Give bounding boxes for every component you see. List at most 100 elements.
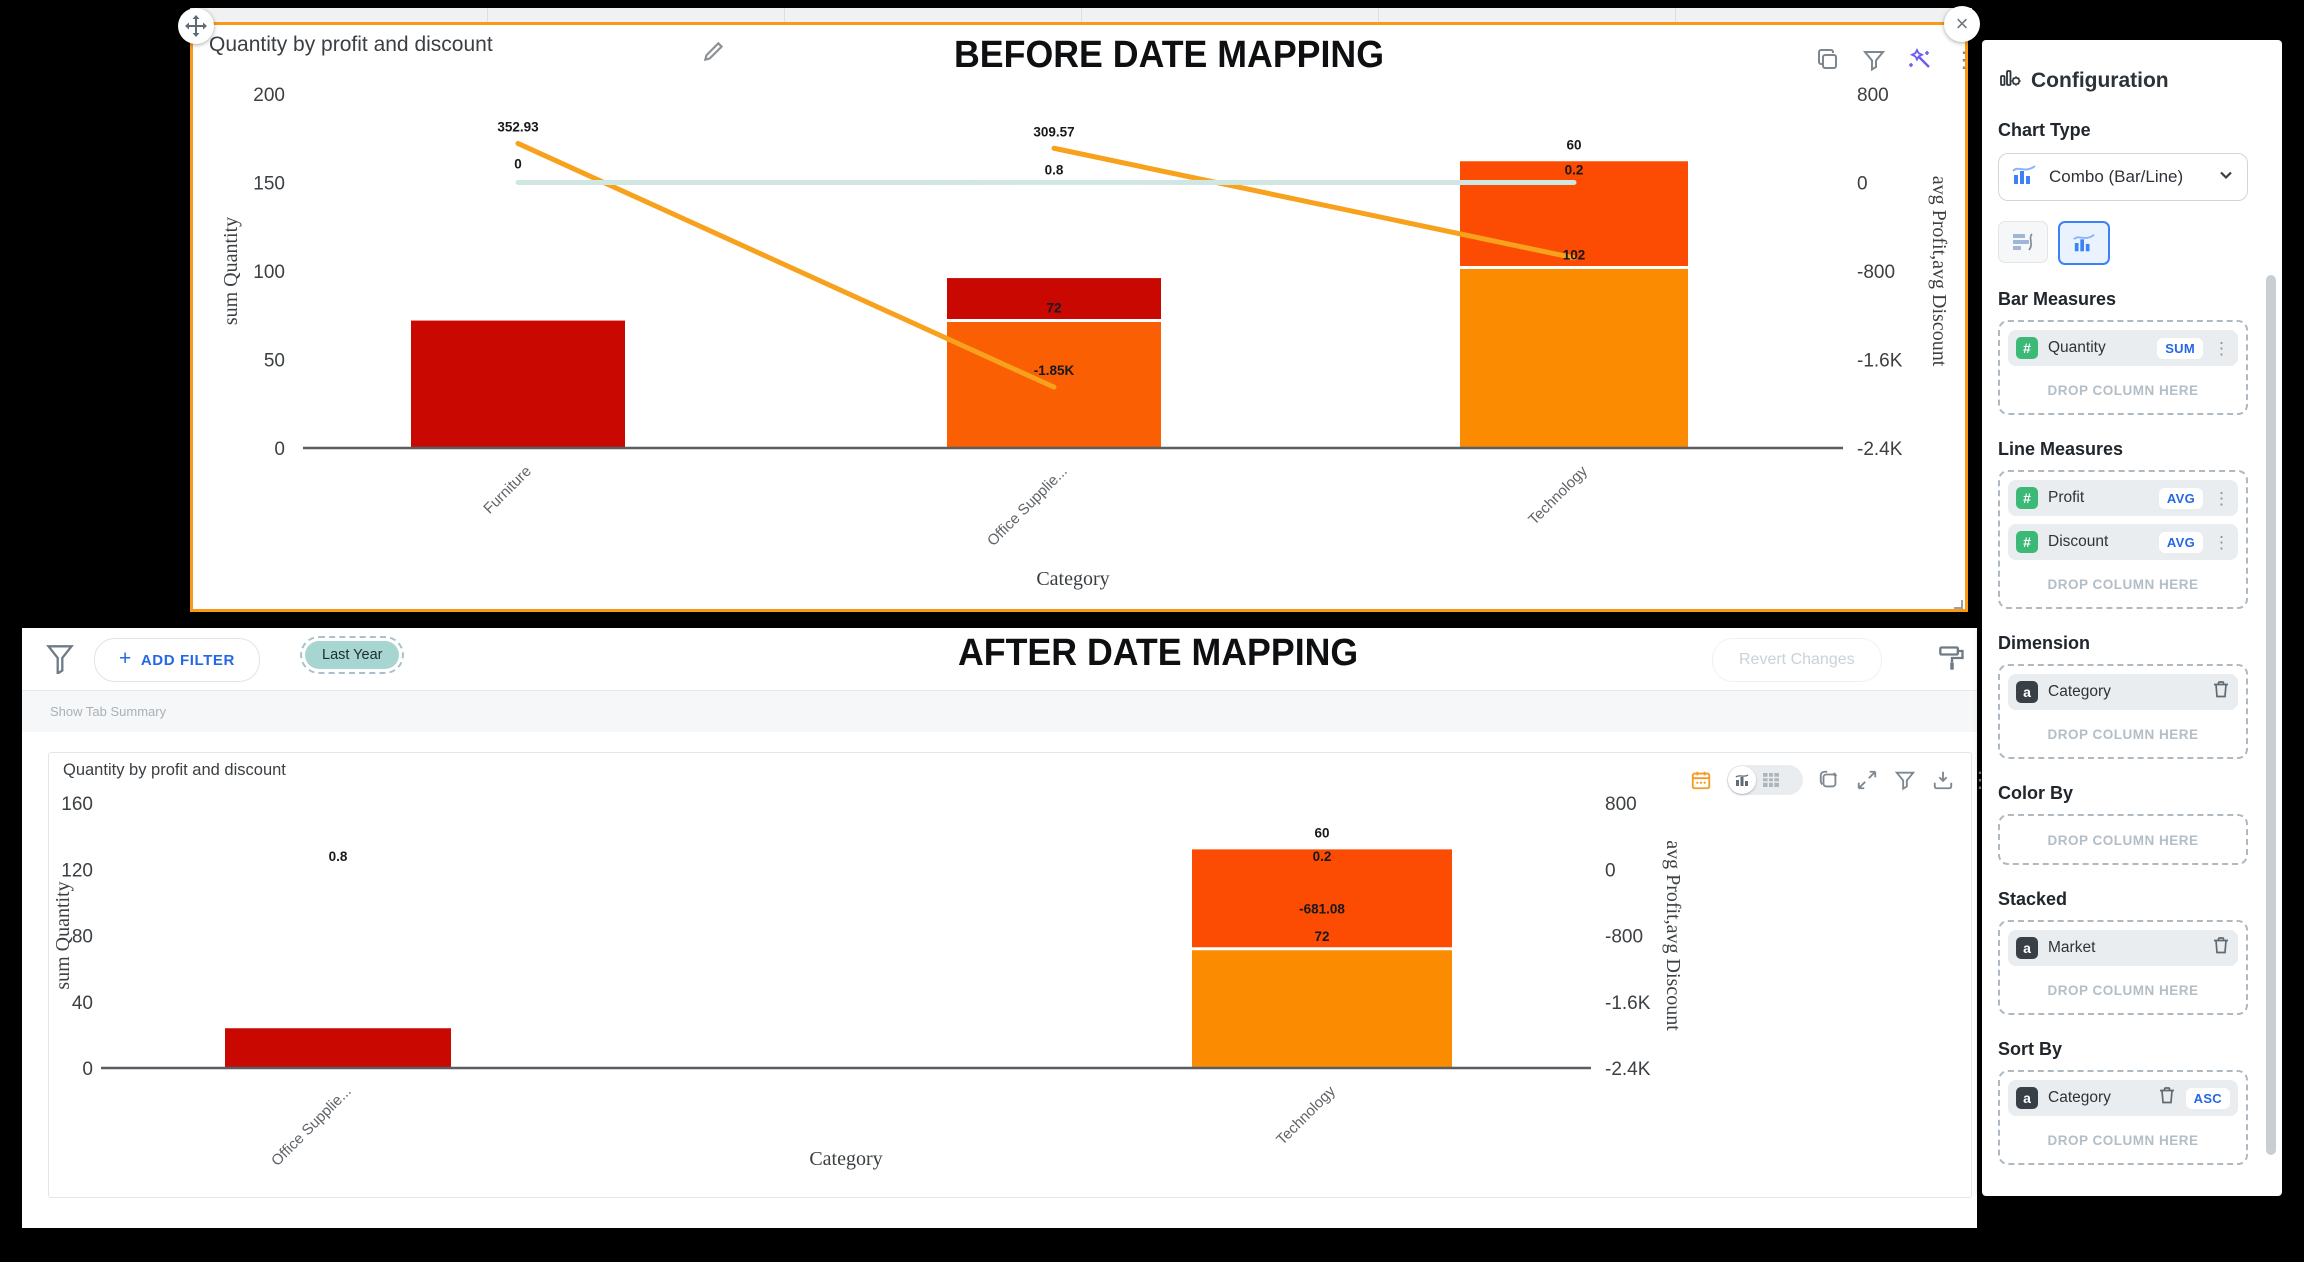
svg-text:800: 800 (1605, 794, 1637, 815)
section-title-stacked: Stacked (1998, 889, 2068, 909)
column-pill-quantity[interactable]: # Quantity SUM ⋮ (2008, 330, 2238, 366)
svg-text:-2.4K: -2.4K (1857, 439, 1903, 460)
svg-text:-800: -800 (1605, 927, 1643, 948)
section-title-line-measures: Line Measures (1998, 439, 2124, 459)
aggregation-badge[interactable]: AVG (2158, 487, 2203, 509)
filter-chip-label: Last Year (305, 641, 400, 669)
before-chart-svg: 200 150 100 50 0 800 0 -800 -1.6K -2.4K 352.93 0 309… (220, 85, 1950, 590)
duplicate-icon[interactable] (1817, 768, 1841, 792)
svg-text:72: 72 (1314, 929, 1329, 944)
drop-column-hint: DROP COLUMN HERE (2047, 1133, 2199, 1148)
svg-text:Furniture: Furniture (480, 463, 534, 517)
section-title-color-by: Color By (1998, 783, 2074, 803)
svg-text:sum Quantity: sum Quantity (220, 217, 242, 325)
configuration-title: Configuration (2031, 69, 2169, 92)
drop-column-hint: DROP COLUMN HERE (2047, 577, 2199, 592)
expand-icon[interactable] (1855, 768, 1879, 792)
after-card-toolbar: ⋮ (1689, 765, 1991, 795)
resize-handle[interactable] (1949, 595, 1963, 609)
pill-menu-icon[interactable]: ⋮ (2213, 488, 2230, 508)
drop-column-hint: DROP COLUMN HERE (2047, 727, 2199, 742)
drop-zone-line-measures[interactable]: # Profit AVG ⋮ # Discount AVG ⋮ DROP COLUMN HERE (1998, 470, 2248, 609)
svg-text:352.93: 352.93 (497, 119, 539, 134)
column-pill-profit[interactable]: # Profit AVG ⋮ (2008, 480, 2238, 516)
number-column-icon: # (2016, 337, 2038, 359)
revert-changes-button[interactable]: Revert Changes (1712, 638, 1882, 682)
drop-zone-bar-measures[interactable]: # Quantity SUM ⋮ DROP COLUMN HERE (1998, 320, 2248, 415)
svg-text:100: 100 (253, 262, 285, 283)
pill-menu-icon[interactable]: ⋮ (2213, 338, 2230, 358)
drop-zone-sort-by[interactable]: a Category ASC DROP COLUMN HERE (1998, 1070, 2248, 1165)
close-icon[interactable]: × (1944, 6, 1980, 42)
sort-order-badge[interactable]: ASC (2185, 1087, 2230, 1109)
svg-text:-681.08: -681.08 (1299, 902, 1345, 917)
column-pill-label: Market (2048, 939, 2096, 956)
svg-text:Technology: Technology (1525, 462, 1591, 528)
config-scrollbar (1982, 40, 2282, 1196)
add-filter-button[interactable]: + ADD FILTER (94, 638, 260, 682)
svg-text:200: 200 (253, 85, 285, 106)
aggregation-badge[interactable]: AVG (2158, 531, 2203, 553)
configuration-header: Configuration (1998, 66, 2248, 96)
column-pill-category[interactable]: a Category ASC (2008, 1080, 2238, 1116)
plus-icon: + (119, 647, 132, 670)
svg-text:800: 800 (1857, 85, 1889, 106)
magic-wand-icon[interactable] (1907, 47, 1933, 73)
svg-text:102: 102 (1563, 247, 1586, 262)
svg-text:-2.4K: -2.4K (1605, 1059, 1651, 1080)
column-pill-category[interactable]: a Category (2008, 674, 2238, 710)
edit-title-pencil-icon[interactable] (701, 39, 727, 65)
calendar-icon[interactable] (1689, 768, 1713, 792)
column-pill-label: Profit (2048, 489, 2085, 506)
filter-chip-last-year[interactable]: Last Year (300, 636, 405, 674)
section-title-sort-by: Sort By (1998, 1039, 2063, 1059)
aggregation-badge[interactable]: SUM (2157, 337, 2203, 359)
chart-type-dropdown[interactable]: Combo (Bar/Line) (1998, 153, 2248, 201)
trash-icon[interactable] (2158, 1086, 2176, 1110)
combo-chart-icon (2011, 163, 2037, 192)
duplicate-icon[interactable] (1815, 47, 1841, 73)
drop-zone-dimension[interactable]: a Category DROP COLUMN HERE (1998, 664, 2248, 759)
column-pill-label: Category (2048, 683, 2111, 700)
svg-text:0: 0 (274, 439, 285, 460)
drop-column-hint: DROP COLUMN HERE (2047, 383, 2199, 398)
table-view-icon[interactable] (1762, 771, 1780, 789)
text-column-icon: a (2016, 681, 2038, 703)
vertical-combo-chart-button[interactable] (2058, 221, 2110, 265)
chart-title: Quantity by profit and discount (63, 761, 286, 779)
svg-text:160: 160 (61, 794, 93, 815)
tab-summary-strip[interactable]: Show Tab Summary (22, 691, 1977, 732)
move-handle[interactable] (178, 8, 214, 44)
paint-roller-icon[interactable] (1938, 644, 1966, 672)
svg-text:-1.6K: -1.6K (1857, 351, 1903, 372)
filter-icon[interactable] (1893, 768, 1917, 792)
scrollbar-thumb[interactable] (2266, 275, 2276, 1155)
download-icon[interactable] (1931, 768, 1955, 792)
chart-title: Quantity by profit and discount (209, 33, 493, 56)
column-pill-label: Quantity (2048, 339, 2106, 356)
chart-view-icon[interactable] (1728, 766, 1756, 794)
drop-zone-color-by[interactable]: DROP COLUMN HERE (1998, 814, 2248, 865)
filter-icon[interactable] (1861, 47, 1887, 73)
filter-bar-funnel-icon[interactable] (46, 644, 74, 676)
column-pill-discount[interactable]: # Discount AVG ⋮ (2008, 524, 2238, 560)
drop-zone-stacked[interactable]: a Market DROP COLUMN HERE (1998, 920, 2248, 1015)
horizontal-bar-chart-button[interactable] (1998, 221, 2048, 263)
pill-menu-icon[interactable]: ⋮ (2213, 532, 2230, 552)
svg-text:120: 120 (61, 860, 93, 881)
config-sections: Bar Measures # Quantity SUM ⋮ DROP COLUMN HER… (1998, 289, 2248, 1165)
svg-text:0: 0 (1605, 860, 1616, 881)
trash-icon[interactable] (2212, 680, 2230, 704)
chart-table-toggle[interactable] (1727, 765, 1803, 795)
svg-text:-800: -800 (1857, 262, 1895, 283)
text-column-icon: a (2016, 937, 2038, 959)
svg-text:Category: Category (809, 1148, 882, 1170)
column-pill-market[interactable]: a Market (2008, 930, 2238, 966)
configuration-icon (1998, 66, 2022, 96)
svg-text:0.2: 0.2 (1565, 162, 1584, 177)
more-menu-icon[interactable]: ⋮ (1953, 47, 1975, 72)
trash-icon[interactable] (2212, 936, 2230, 960)
chart-orientation-buttons (1998, 221, 2248, 265)
drop-column-hint: DROP COLUMN HERE (2047, 833, 2199, 848)
